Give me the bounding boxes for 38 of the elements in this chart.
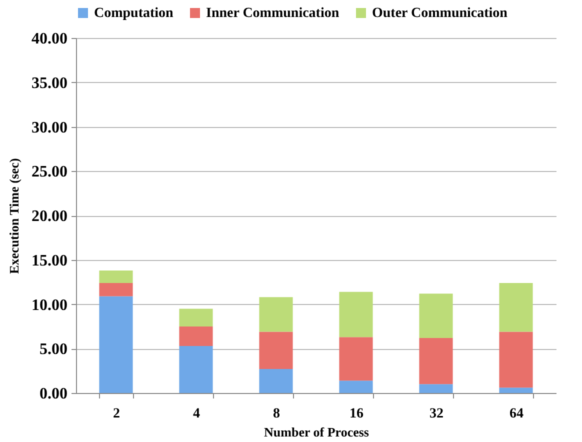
bar (99, 296, 133, 393)
bar (499, 282, 533, 332)
bar (99, 270, 133, 283)
bar (259, 332, 293, 370)
x-tick-label: 32 (430, 406, 444, 422)
x-tick-label: 2 (113, 406, 120, 422)
y-axis-title: Execution Time (sec) (6, 158, 22, 274)
y-tick-label: 25.00 (32, 164, 68, 181)
bar (339, 380, 373, 393)
x-axis-title: Number of Process (264, 424, 369, 440)
legend-label: Inner Communication (206, 6, 340, 21)
bar (419, 384, 453, 393)
legend-label: Computation (94, 6, 174, 21)
legend-label: Outer Communication (372, 6, 508, 21)
x-tick-label: 4 (193, 406, 200, 422)
bar (419, 338, 453, 384)
y-tick-label: 30.00 (32, 119, 68, 136)
y-tick-label: 35.00 (32, 74, 68, 92)
x-tick-label: 16 (350, 406, 364, 422)
y-tick-label: 15.00 (32, 252, 68, 270)
bar (259, 297, 293, 332)
bar (179, 326, 213, 346)
bar (339, 292, 373, 338)
y-tick-label: 5.00 (40, 341, 68, 358)
bar (339, 337, 373, 381)
bar (499, 332, 533, 388)
bar (419, 294, 453, 338)
bar (259, 369, 293, 393)
y-tick-label: 0.00 (40, 386, 68, 402)
y-tick-label: 10.00 (32, 296, 68, 314)
y-tick-label: 40.00 (32, 30, 68, 48)
bar (99, 282, 133, 296)
bar (499, 388, 533, 393)
x-tick-label: 8 (273, 406, 280, 422)
bar (179, 346, 213, 393)
y-tick-label: 20.00 (32, 208, 68, 225)
x-tick-label: 64 (510, 406, 524, 422)
bar (179, 308, 213, 326)
